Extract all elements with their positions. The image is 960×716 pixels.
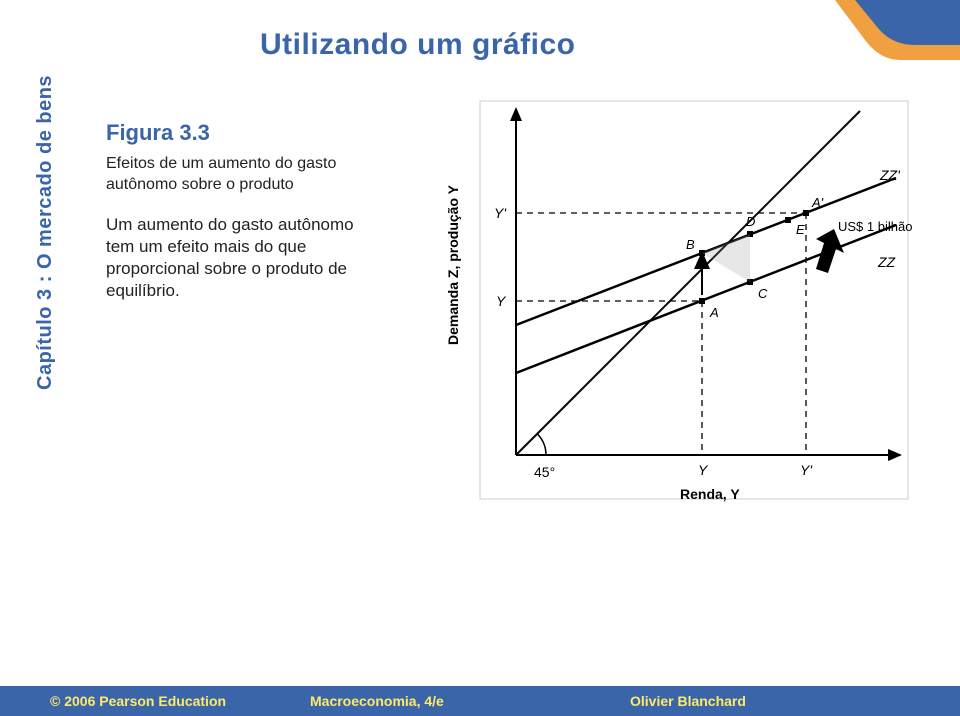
svg-text:B: B [686,237,695,252]
svg-text:Y': Y' [494,205,507,221]
svg-text:ZZ': ZZ' [879,167,901,183]
svg-text:A': A' [811,195,824,210]
footer-copyright: © 2006 Pearson Education [50,693,310,709]
slide-footer: © 2006 Pearson Education Macroeconomia, … [0,686,960,716]
chapter-label: Capítulo 3 : O mercado de bens [34,75,57,390]
svg-text:C: C [758,286,768,301]
footer-author: Olivier Blanchard [630,693,746,709]
svg-text:ZZ: ZZ [877,254,896,270]
svg-text:Y: Y [496,293,507,309]
economics-chart: 45° ZZ ZZ' Y Y' Y Y' US$ 1 bilhão A B C D E A' Demanda… [430,95,920,535]
svg-text:A: A [709,305,719,320]
svg-text:Renda, Y: Renda, Y [680,486,740,502]
svg-text:Demanda Z, produção Y: Demanda Z, produção Y [445,184,461,345]
figure-subtitle: Efeitos de um aumento do gasto autônomo … [106,154,376,196]
svg-text:45°: 45° [534,464,555,480]
figure-description: Um aumento do gasto autônomo tem um efei… [106,214,376,302]
figure-caption: Figura 3.3 [106,120,376,146]
svg-text:Y': Y' [800,462,813,478]
page-title: Utilizando um gráfico [260,28,576,62]
footer-book-title: Macroeconomia, 4/e [310,693,630,709]
figure-text: Figura 3.3 Efeitos de um aumento do gast… [106,120,376,302]
svg-text:Y: Y [698,462,709,478]
svg-text:E: E [796,222,805,237]
corner-accent [800,0,960,80]
svg-text:D: D [746,214,755,229]
svg-text:US$ 1 bilhão: US$ 1 bilhão [838,219,912,234]
